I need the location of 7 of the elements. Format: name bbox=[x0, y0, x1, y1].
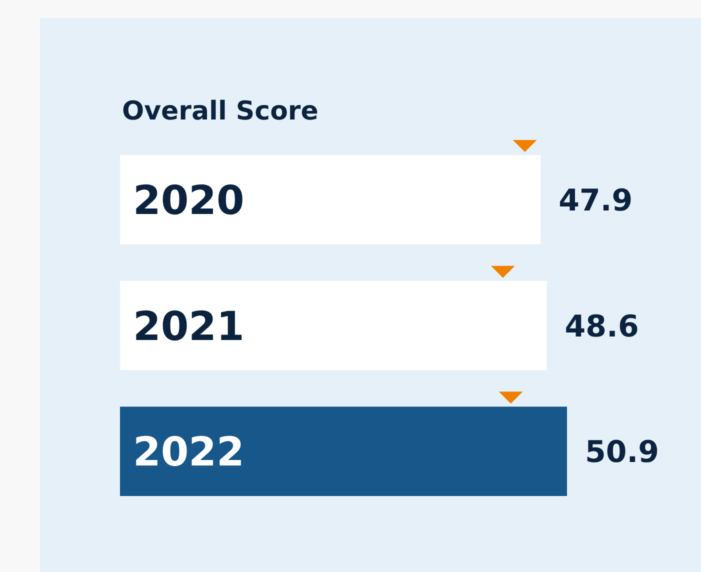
y-tick-label: 2020 bbox=[133, 178, 244, 224]
data-label: 48.6 bbox=[564, 309, 639, 344]
chart-title: Overall Score bbox=[122, 96, 318, 126]
data-label: 50.9 bbox=[585, 435, 660, 470]
data-label: 47.9 bbox=[558, 183, 633, 218]
y-tick-label: 2022 bbox=[133, 430, 244, 476]
y-tick-label: 2021 bbox=[133, 304, 244, 350]
